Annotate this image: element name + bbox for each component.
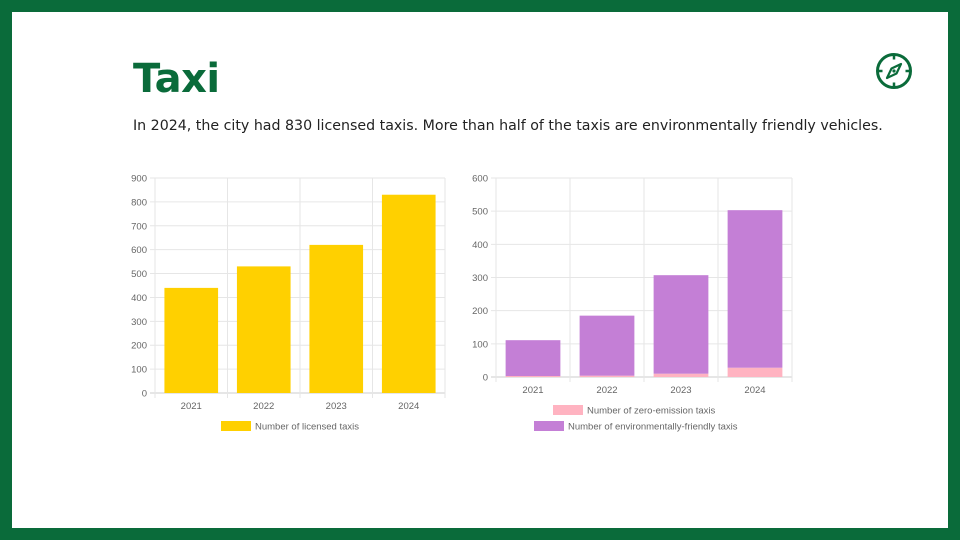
chart2-bar-number-of-environmentally-friendly-taxis-2021 bbox=[505, 340, 561, 377]
chart2-xtick-label: 2023 bbox=[670, 385, 691, 396]
chart1-legend-swatch-number-of-licensed-taxis bbox=[221, 421, 251, 431]
chart2-xtick-label: 2024 bbox=[744, 385, 765, 396]
chart1-ytick-label: 100 bbox=[131, 365, 147, 376]
chart2-bar-number-of-zero-emission-taxis-2023 bbox=[653, 373, 709, 377]
chart1-bar-number-of-licensed-taxis-2023 bbox=[309, 244, 364, 393]
chart1-ytick-label: 500 bbox=[131, 269, 147, 280]
chart2-legend-label-number-of-zero-emission-taxis: Number of zero-emission taxis bbox=[587, 406, 716, 417]
chart2-xtick-label: 2021 bbox=[522, 385, 543, 396]
chart1-xtick-label: 2023 bbox=[326, 401, 347, 412]
chart1-legend-label-number-of-licensed-taxis: Number of licensed taxis bbox=[255, 422, 359, 433]
chart2-ytick-label: 300 bbox=[472, 273, 488, 284]
chart2-bar-number-of-zero-emission-taxis-2021 bbox=[505, 376, 561, 377]
chart2-ytick-label: 400 bbox=[472, 240, 488, 251]
chart1-xtick-label: 2022 bbox=[253, 401, 274, 412]
chart1-ytick-label: 200 bbox=[131, 341, 147, 352]
chart1-xtick-label: 2021 bbox=[181, 401, 202, 412]
chart1-bar-number-of-licensed-taxis-2021 bbox=[164, 287, 219, 393]
chart2-bar-number-of-zero-emission-taxis-2024 bbox=[727, 367, 783, 377]
chart1-bar-number-of-licensed-taxis-2024 bbox=[381, 194, 436, 393]
chart2-ytick-label: 500 bbox=[472, 207, 488, 218]
chart2-bar-number-of-zero-emission-taxis-2022 bbox=[579, 375, 635, 377]
slide-subtitle: In 2024, the city had 830 licensed taxis… bbox=[133, 118, 883, 134]
chart1-ytick-label: 800 bbox=[131, 197, 147, 208]
chart2-legend-swatch-number-of-environmentally-friendly-taxis bbox=[534, 421, 564, 431]
chart1-ytick-label: 700 bbox=[131, 221, 147, 232]
chart2-ytick-label: 600 bbox=[472, 174, 488, 185]
slide-title: Taxi bbox=[133, 56, 220, 102]
chart2-legend-swatch-number-of-zero-emission-taxis bbox=[553, 405, 583, 415]
chart1-bar-number-of-licensed-taxis-2022 bbox=[236, 266, 291, 393]
chart2-xtick-label: 2022 bbox=[596, 385, 617, 396]
chart1-ytick-label: 900 bbox=[131, 174, 147, 185]
chart2-bar-number-of-environmentally-friendly-taxis-2023 bbox=[653, 275, 709, 374]
chart2-bar-number-of-environmentally-friendly-taxis-2022 bbox=[579, 315, 635, 376]
chart2-bar-number-of-environmentally-friendly-taxis-2024 bbox=[727, 210, 783, 368]
chart1-ytick-label: 300 bbox=[131, 317, 147, 328]
compass-icon bbox=[876, 53, 912, 89]
chart2-legend-label-number-of-environmentally-friendly-taxis: Number of environmentally-friendly taxis bbox=[568, 422, 738, 433]
chart1-ytick-label: 600 bbox=[131, 245, 147, 256]
chart1-ytick-label: 400 bbox=[131, 293, 147, 304]
chart1-ytick-label: 0 bbox=[142, 389, 147, 400]
chart2-ytick-label: 100 bbox=[472, 339, 488, 350]
chart2-ytick-label: 200 bbox=[472, 306, 488, 317]
chart1-xtick-label: 2024 bbox=[398, 401, 419, 412]
chart2-ytick-label: 0 bbox=[483, 373, 488, 384]
